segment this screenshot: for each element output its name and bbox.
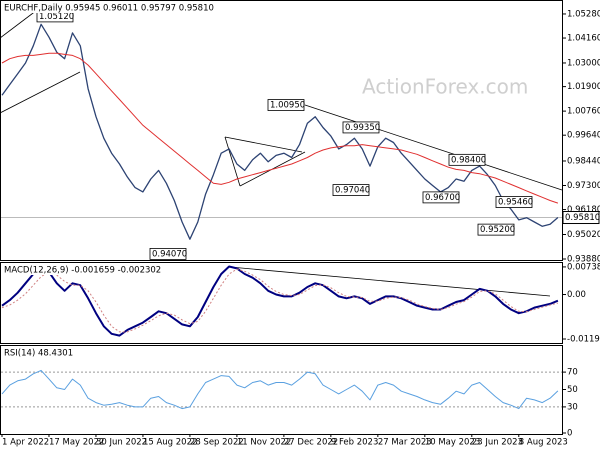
price-annotation: 0.95200 — [480, 225, 515, 235]
y-tick-label: 30 — [567, 402, 578, 412]
price-annotation-box — [267, 99, 305, 111]
x-tick-label: 27 Dec 2022 — [284, 438, 338, 448]
price-annotation-box — [477, 223, 515, 236]
panel-header-bg — [2, 347, 76, 358]
trendline — [0, 71, 81, 114]
y-tick-label: 0.97300 — [567, 181, 600, 191]
price-annotation: 0.96700 — [425, 193, 460, 203]
panel-header: EURCHF,Daily 0.95945 0.96011 0.95797 0.9… — [4, 4, 214, 14]
panel-header: MACD(12,26,9) -0.001659 -0.002302 — [4, 266, 161, 276]
y-tick-label: 50 — [567, 385, 578, 395]
panel-frame — [0, 0, 563, 261]
price-annotation: 0.94070 — [152, 249, 187, 259]
series-line — [1, 52, 559, 204]
price-annotation: 1.05120 — [39, 12, 74, 22]
x-tick-label: 9 Feb 2023 — [331, 438, 379, 448]
x-tick-label: 17 May 2022 — [49, 438, 104, 448]
trendline — [304, 104, 563, 191]
trendline — [229, 266, 551, 297]
x-tick-label: 1 Apr 2022 — [2, 438, 49, 448]
y-tick-label: 0.93880 — [567, 255, 600, 265]
y-tick-label: 0.00 — [567, 290, 586, 300]
price-annotation-box — [332, 184, 370, 196]
y-tick-label: 1.05280 — [567, 9, 600, 19]
panel-header-bg — [2, 264, 164, 275]
y-tick-label: 0 — [567, 429, 572, 439]
y-tick-label: 0.007384 — [567, 262, 600, 272]
x-tick-label: 23 Jun 2023 — [472, 438, 523, 448]
price-annotation-box — [495, 196, 533, 208]
price-annotation-box — [422, 191, 460, 204]
y-tick-label: 0.95020 — [567, 230, 600, 240]
trendline — [224, 136, 303, 153]
price-annotation: 0.97040 — [335, 186, 370, 196]
x-tick-label: 30 Jun 2022 — [96, 438, 147, 448]
price-annotation: 0.98400 — [451, 155, 486, 165]
price-annotation: 0.99350 — [345, 123, 380, 133]
y-tick-label: 1.01900 — [567, 82, 600, 92]
series-line — [1, 265, 559, 337]
series-line — [1, 23, 559, 240]
price-annotation-box — [149, 248, 187, 260]
price-annotation: 0.95460 — [498, 198, 533, 208]
x-tick-label: 15 Aug 2022 — [143, 438, 197, 448]
price-annotation: 1.00950 — [270, 101, 305, 111]
panel-header: RSI(14) 48.4301 — [4, 349, 73, 359]
y-tick-label: -0.0119 — [567, 335, 600, 345]
panel-frame — [0, 262, 563, 344]
y-tick-label: 0.99640 — [567, 131, 600, 141]
y-tick-label: 1.00760 — [567, 107, 600, 117]
trendline — [224, 136, 241, 187]
y-tick-label: 0.98440 — [567, 156, 600, 166]
x-tick-label: 28 Sep 2022 — [190, 438, 244, 448]
price-annotation-box — [448, 153, 486, 166]
x-tick-label: 10 May 2023 — [425, 438, 480, 448]
series-line — [1, 369, 559, 410]
y-tick-label: 1.03000 — [567, 58, 600, 68]
watermark: ActionForex.com — [362, 75, 528, 99]
y-tick-label: 0.96180 — [567, 205, 600, 215]
x-tick-label: 11 Nov 2022 — [237, 438, 291, 448]
y-tick-label: 1.04160 — [567, 34, 600, 44]
price-annotation-box — [342, 121, 380, 134]
panel-frame — [0, 345, 563, 435]
series-line — [1, 268, 559, 333]
last-price-label: 0.95810 — [565, 213, 600, 223]
x-tick-label: 8 Aug 2023 — [519, 438, 568, 448]
last-price-box — [562, 211, 600, 225]
panel-header-bg — [2, 2, 216, 13]
x-tick-label: 27 Mar 2023 — [378, 438, 432, 448]
y-tick-label: 70 — [567, 368, 578, 378]
